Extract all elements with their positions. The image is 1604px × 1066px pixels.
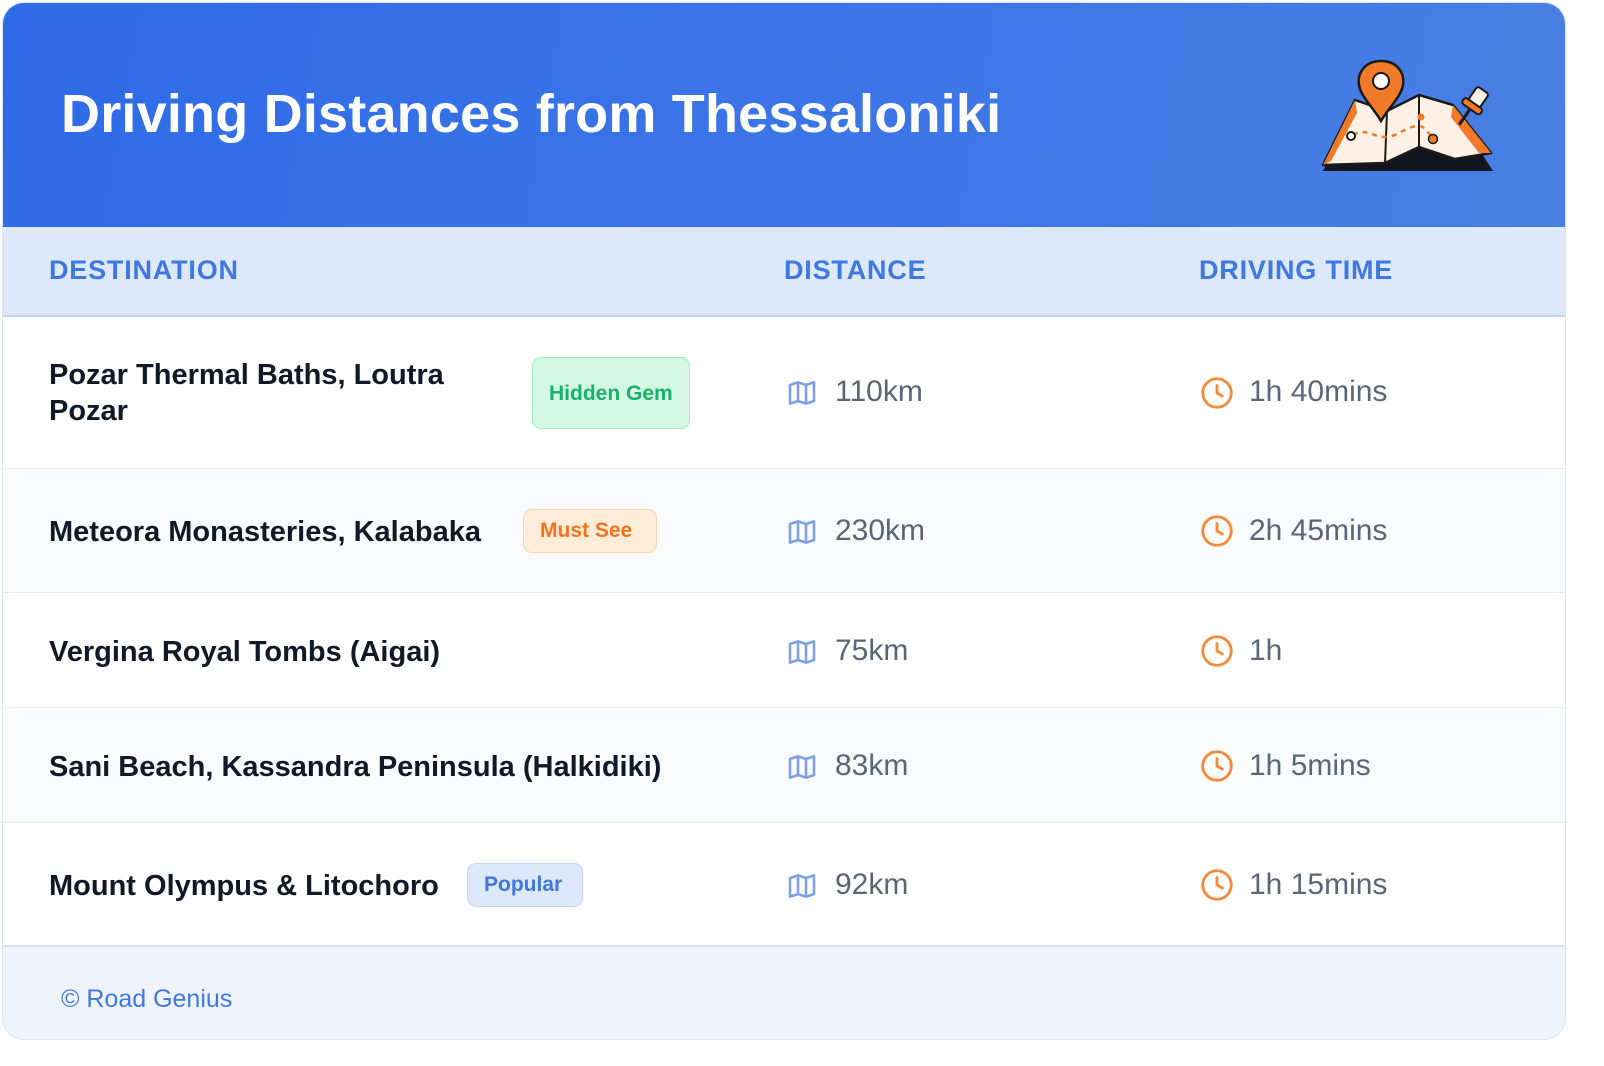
destination-name: Meteora Monasteries, Kalabaka (49, 516, 481, 548)
table-row[interactable]: Vergina Royal Tombs (Aigai) 75km 1h (3, 593, 1565, 708)
distance-value: 75km (835, 634, 909, 667)
map-icon (788, 755, 816, 779)
destination-name: Mount Olympus & Litochoro (49, 870, 439, 902)
table-row[interactable]: Meteora Monasteries, Kalabaka Must See 2… (3, 469, 1565, 593)
distance-value: 230km (835, 514, 926, 547)
footer-credit[interactable]: © Road Genius (61, 985, 233, 1013)
page-title: Driving Distances from Thessaloniki (61, 84, 1002, 144)
destination-name: Sani Beach, Kassandra Peninsula (Halkidi… (49, 751, 662, 783)
popular-badge: Popular (467, 863, 583, 907)
distance-value: 83km (835, 749, 909, 782)
distance-value: 110km (835, 375, 923, 408)
card-header: Driving Distances from Thessaloniki (3, 3, 1565, 227)
destination-name: Vergina Royal Tombs (Aigai) (49, 636, 441, 668)
map-icon (788, 874, 816, 898)
clock-icon (1201, 377, 1233, 409)
destination-name: Pozar Thermal Baths, Loutra Pozar (49, 359, 444, 427)
card-footer: © Road Genius (3, 945, 1565, 1039)
table-row[interactable]: Pozar Thermal Baths, Loutra Pozar Hidden… (3, 317, 1565, 469)
table-header: DESTINATION DISTANCE DRIVING TIME (3, 227, 1565, 317)
distance-value: 92km (835, 868, 909, 901)
table-row[interactable]: Sani Beach, Kassandra Peninsula (Halkidi… (3, 708, 1565, 823)
column-header-driving-time[interactable]: DRIVING TIME (1199, 255, 1394, 285)
driving-time-value: 2h 45mins (1249, 514, 1388, 547)
driving-time-value: 1h 15mins (1249, 868, 1388, 901)
clock-icon (1201, 750, 1233, 782)
distance-card: Driving Distances from Thessaloniki (2, 2, 1566, 1040)
map-with-pin-icon (1321, 59, 1493, 171)
must-see-badge: Must See (523, 509, 657, 553)
clock-icon (1201, 869, 1233, 901)
clock-icon (1201, 635, 1233, 667)
table-row[interactable]: Mount Olympus & Litochoro Popular 92km 1… (3, 823, 1565, 945)
hidden-gem-badge: Hidden Gem (532, 357, 690, 429)
map-icon (788, 520, 816, 544)
driving-time-value: 1h 5mins (1249, 749, 1371, 782)
column-header-distance[interactable]: DISTANCE (784, 255, 927, 285)
column-header-destination[interactable]: DESTINATION (49, 255, 239, 285)
driving-time-value: 1h (1249, 634, 1283, 667)
map-icon (788, 640, 816, 664)
clock-icon (1201, 515, 1233, 547)
driving-time-value: 1h 40mins (1249, 375, 1388, 408)
map-icon (788, 381, 816, 405)
